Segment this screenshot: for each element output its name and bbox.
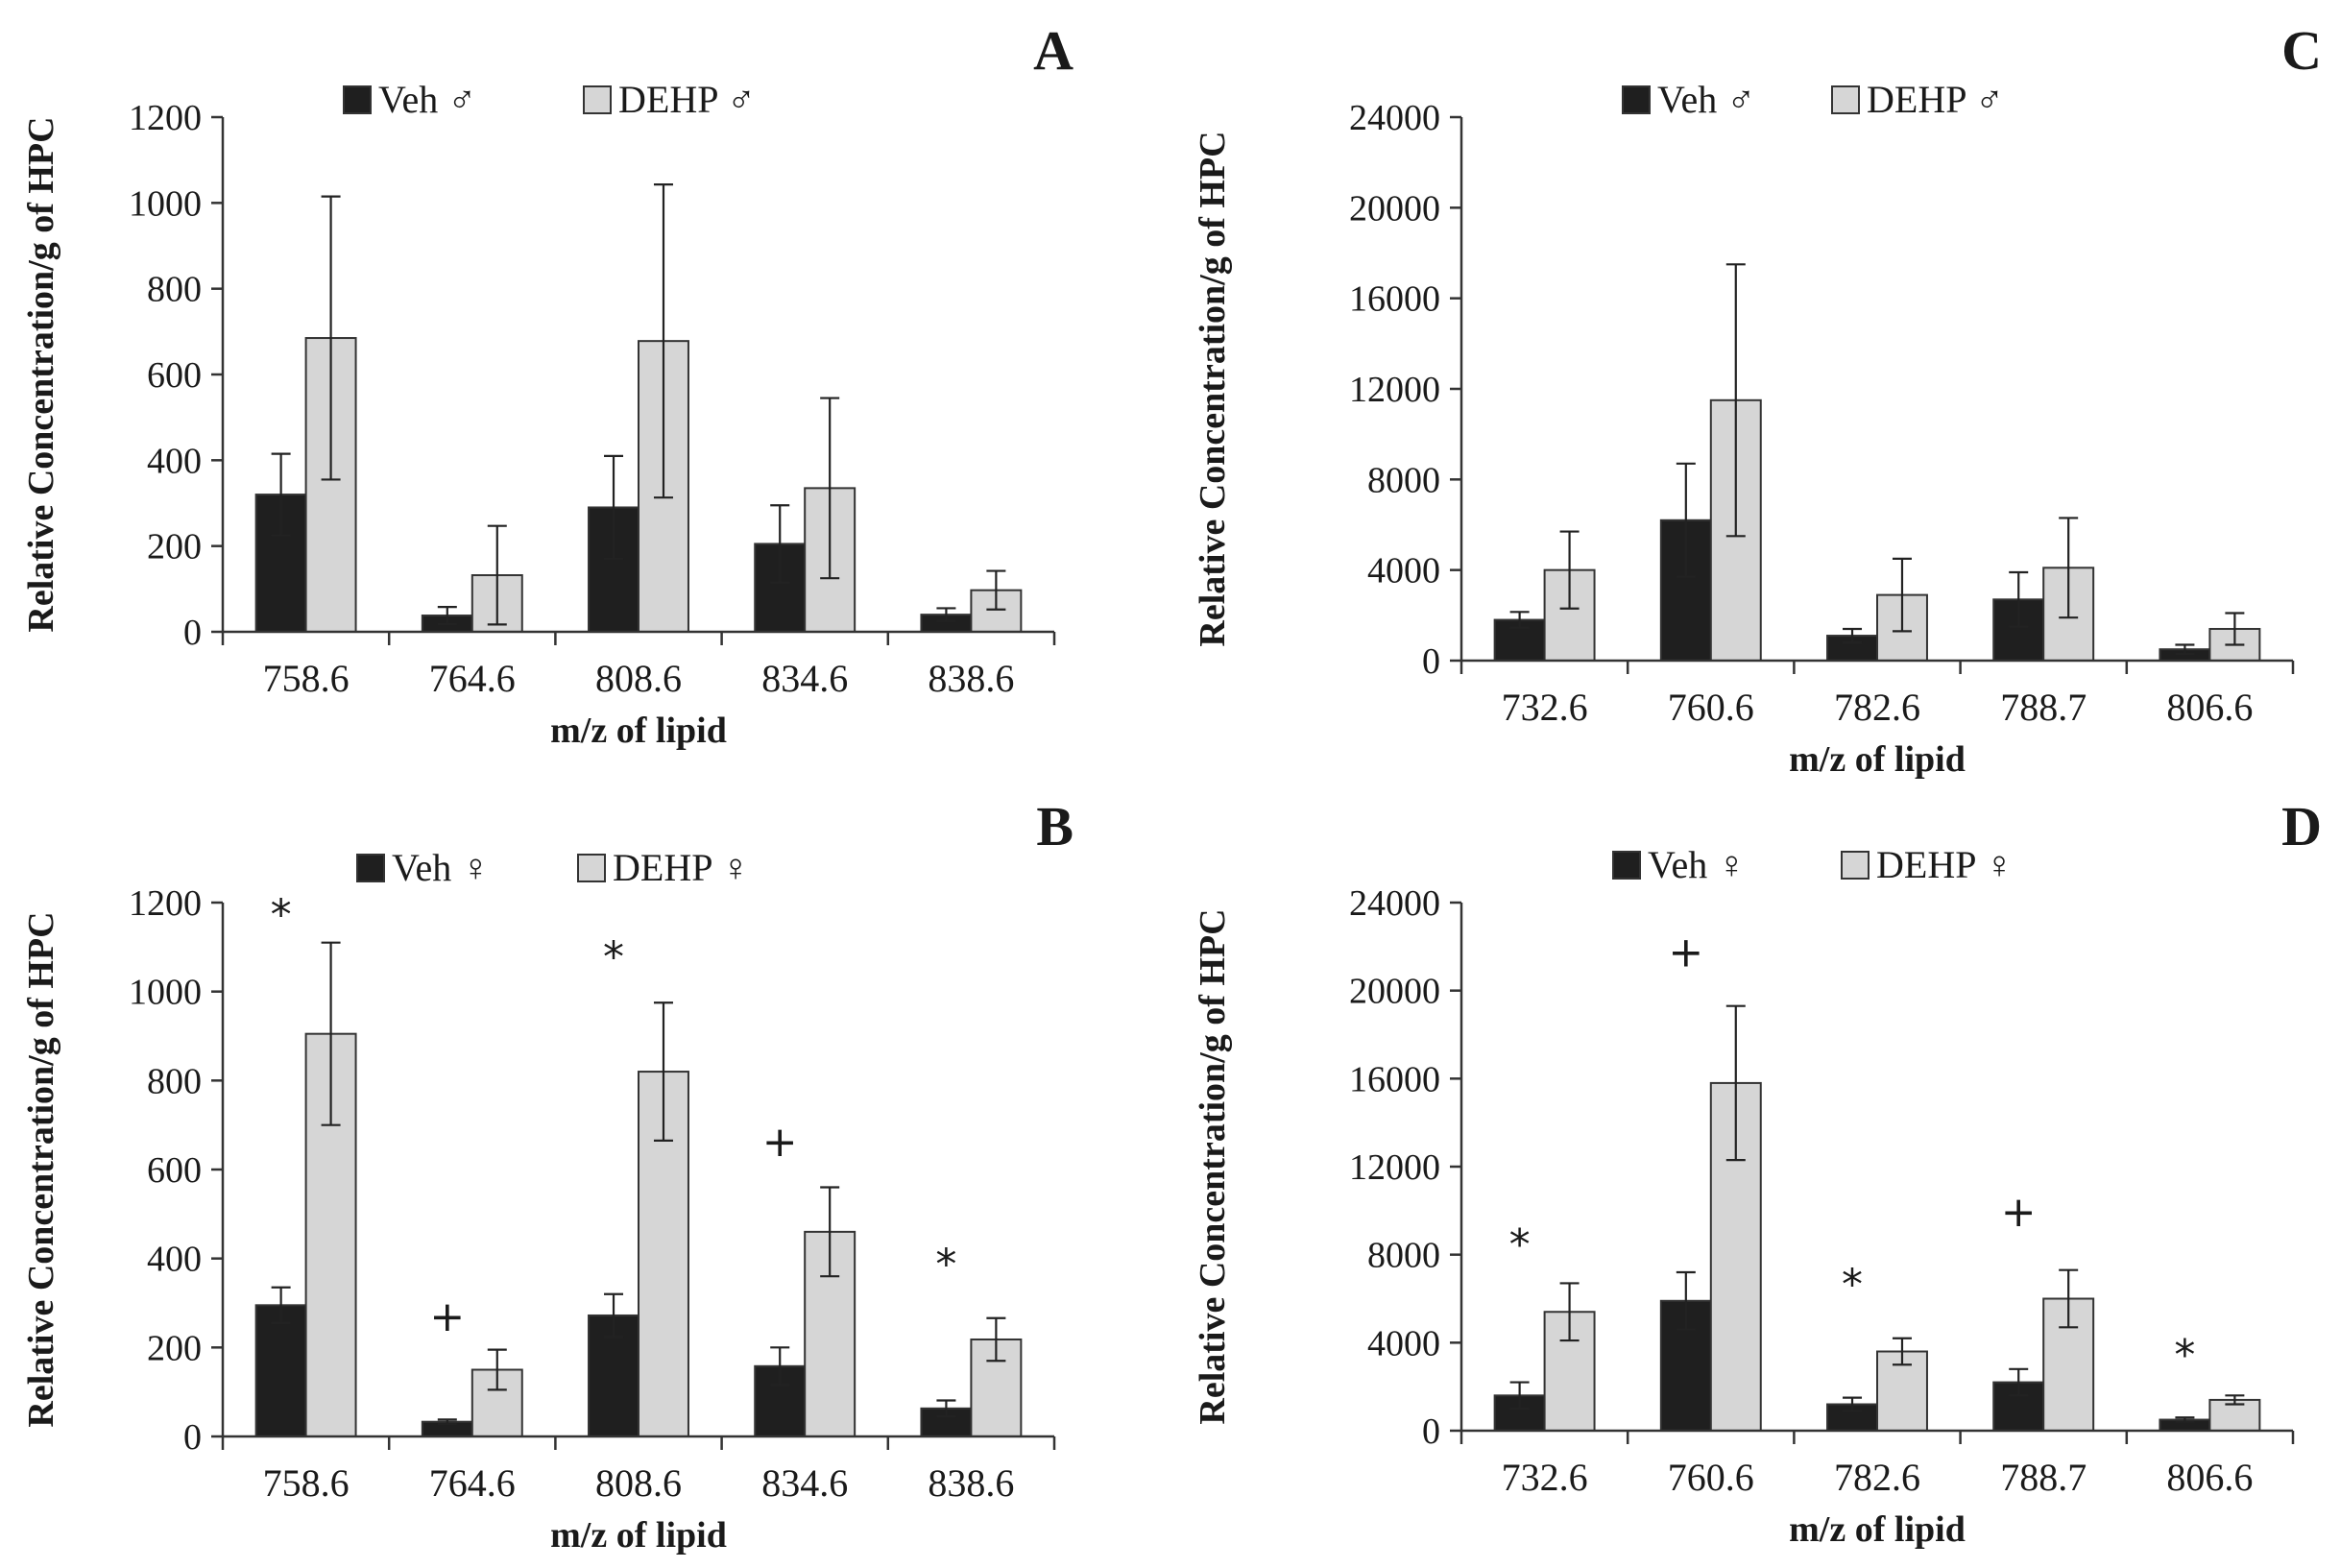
legend-label: DEHP ♀ bbox=[1876, 843, 2014, 886]
y-tick-label: 12000 bbox=[1349, 1147, 1440, 1188]
y-tick-label: 24000 bbox=[1349, 98, 1440, 138]
x-tick-label: 834.6 bbox=[761, 1461, 848, 1505]
legend-label: DEHP ♂ bbox=[618, 78, 756, 121]
x-tick-label: 758.6 bbox=[263, 1461, 350, 1505]
x-tick-label: 788.7 bbox=[2000, 1456, 2087, 1499]
y-axis-title: Relative Concentration/g of HPC bbox=[1193, 908, 1233, 1424]
significance-mark: * bbox=[2174, 1331, 2195, 1380]
y-tick-label: 8000 bbox=[1367, 1236, 1440, 1276]
significance-mark: * bbox=[271, 891, 292, 940]
x-tick-label: 808.6 bbox=[595, 657, 682, 700]
y-tick-label: 0 bbox=[1422, 1411, 1440, 1452]
y-tick-label: 200 bbox=[147, 527, 202, 567]
significance-mark: + bbox=[2001, 1188, 2037, 1237]
chart-panel-b: B Veh ♀ DEHP ♀ * + * + * 0 200 400 600 800 1000 1200 75… bbox=[21, 795, 1074, 1556]
x-tick-label: 732.6 bbox=[1502, 1456, 1588, 1499]
y-tick-label: 600 bbox=[147, 355, 202, 396]
y-tick-label: 20000 bbox=[1349, 972, 1440, 1012]
x-axis-title: m/z of lipid bbox=[1789, 739, 1966, 780]
y-tick-label: 200 bbox=[147, 1328, 202, 1368]
y-tick-label: 24000 bbox=[1349, 883, 1440, 924]
significance-mark: * bbox=[1509, 1220, 1531, 1269]
x-tick-label: 838.6 bbox=[928, 1461, 1014, 1505]
y-tick-label: 600 bbox=[147, 1150, 202, 1191]
x-tick-label: 782.6 bbox=[1834, 686, 1920, 729]
x-tick-label: 760.6 bbox=[1668, 686, 1754, 729]
y-tick-label: 400 bbox=[147, 1240, 202, 1280]
panel-letter: B bbox=[1036, 795, 1074, 857]
legend-swatch bbox=[583, 85, 612, 114]
y-tick-label: 16000 bbox=[1349, 279, 1440, 320]
y-tick-label: 1000 bbox=[129, 183, 202, 224]
chart-panel-d: D Veh ♀ DEHP ♀ * + * + * 0 4000 8000 12000 16000 2000… bbox=[1193, 795, 2322, 1550]
x-tick-label: 838.6 bbox=[928, 657, 1014, 700]
x-tick-label: 834.6 bbox=[761, 657, 848, 700]
y-tick-label: 400 bbox=[147, 441, 202, 481]
chart-panel-a: A Veh ♂ DEHP ♂ 0 200 400 600 800 1000 1200 758.6 76… bbox=[21, 19, 1074, 751]
x-tick-label: 760.6 bbox=[1668, 1456, 1754, 1499]
legend-swatch bbox=[1831, 85, 1860, 114]
y-tick-label: 1200 bbox=[129, 883, 202, 924]
y-tick-label: 12000 bbox=[1349, 370, 1440, 410]
legend-label: DEHP ♂ bbox=[1867, 78, 2004, 121]
y-tick-label: 8000 bbox=[1367, 460, 1440, 500]
significance-mark: * bbox=[935, 1240, 956, 1289]
x-tick-label: 764.6 bbox=[429, 1461, 516, 1505]
significance-mark: + bbox=[429, 1292, 465, 1341]
legend-label: Veh ♂ bbox=[1657, 78, 1755, 121]
y-axis-title: Relative Concentration/g of HPC bbox=[21, 911, 61, 1427]
significance-mark: * bbox=[603, 933, 624, 982]
legend-label: Veh ♀ bbox=[392, 846, 490, 889]
bar bbox=[254, 1304, 307, 1437]
legend-swatch bbox=[356, 854, 385, 882]
panel-letter: D bbox=[2281, 795, 2322, 857]
chart-panel-c: C Veh ♂ DEHP ♂ 0 4000 8000 12000 16000 20000 2400… bbox=[1193, 19, 2322, 780]
significance-mark: * bbox=[1842, 1260, 1863, 1309]
x-tick-label: 808.6 bbox=[595, 1461, 682, 1505]
y-tick-label: 1000 bbox=[129, 973, 202, 1013]
legend-swatch bbox=[1841, 851, 1870, 880]
x-axis-title: m/z of lipid bbox=[550, 711, 727, 751]
y-tick-label: 0 bbox=[1422, 641, 1440, 682]
x-tick-label: 806.6 bbox=[2166, 1456, 2253, 1499]
y-tick-label: 800 bbox=[147, 1061, 202, 1101]
legend-label: Veh ♂ bbox=[378, 78, 476, 121]
significance-mark: + bbox=[762, 1118, 798, 1167]
legend-swatch bbox=[1612, 851, 1641, 880]
y-tick-label: 0 bbox=[183, 1417, 202, 1458]
x-tick-label: 806.6 bbox=[2166, 686, 2253, 729]
x-axis-title: m/z of lipid bbox=[1789, 1509, 1966, 1550]
x-tick-label: 732.6 bbox=[1502, 686, 1588, 729]
y-tick-label: 4000 bbox=[1367, 1323, 1440, 1363]
y-axis-title: Relative Concentration/g of HPC bbox=[1193, 131, 1233, 646]
legend-swatch bbox=[1622, 85, 1651, 114]
y-tick-label: 4000 bbox=[1367, 551, 1440, 591]
y-tick-label: 800 bbox=[147, 270, 202, 310]
y-tick-label: 1200 bbox=[129, 98, 202, 138]
legend-label: DEHP ♀ bbox=[613, 846, 750, 889]
legend-swatch bbox=[343, 85, 372, 114]
panel-letter: C bbox=[2281, 19, 2322, 82]
y-axis-title: Relative Concentration/g of HPC bbox=[21, 116, 61, 632]
y-tick-label: 0 bbox=[183, 613, 202, 653]
legend-label: Veh ♀ bbox=[1648, 843, 1746, 886]
x-tick-label: 788.7 bbox=[2000, 686, 2087, 729]
x-tick-label: 758.6 bbox=[263, 657, 350, 700]
legend-swatch bbox=[577, 854, 606, 882]
x-axis-title: m/z of lipid bbox=[550, 1515, 727, 1556]
x-tick-label: 764.6 bbox=[429, 657, 516, 700]
bar bbox=[2208, 1398, 2261, 1432]
y-tick-label: 16000 bbox=[1349, 1059, 1440, 1099]
y-tick-label: 20000 bbox=[1349, 188, 1440, 229]
x-tick-label: 782.6 bbox=[1834, 1456, 1920, 1499]
panel-letter: A bbox=[1033, 19, 1074, 82]
significance-mark: + bbox=[1668, 928, 1703, 977]
